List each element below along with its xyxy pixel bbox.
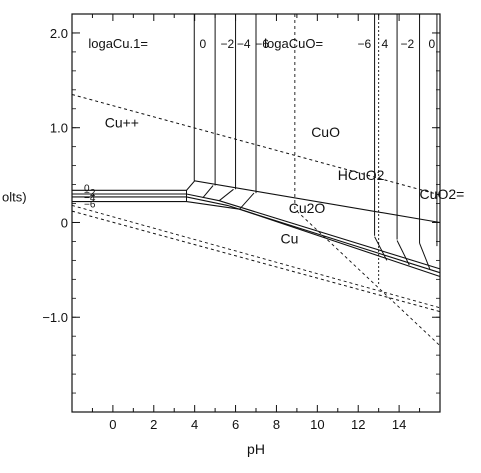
region-label-1: CuO — [311, 124, 340, 140]
header-left-label: logaCu.1= — [88, 36, 148, 51]
x-axis-label: pH — [247, 441, 265, 457]
x-tick-label-1: 2 — [150, 417, 157, 432]
x-tick-label-3: 6 — [232, 417, 239, 432]
wedge-segment-5 — [396, 240, 410, 266]
field-boundary-0 — [72, 180, 441, 224]
y-tick-label-2: 0 — [61, 215, 68, 230]
field-boundary-2 — [72, 196, 441, 274]
activity-label-5: 4 — [381, 37, 388, 51]
left-activity-label-1: −2 — [84, 188, 96, 199]
x-tick-label-2: 4 — [191, 417, 198, 432]
x-tick-label-4: 8 — [273, 417, 280, 432]
axis-ticks: 0 2 4 6 8 10 12 14 2.0 1.0 0 −1.0 — [42, 14, 440, 432]
water-line-1 — [71, 210, 441, 313]
activity-label-2: −4 — [237, 37, 251, 51]
activity-label-7: 0 — [428, 37, 435, 51]
left-activity-label-2: −4 — [84, 193, 96, 204]
region-label-3: Cu2O — [289, 200, 326, 216]
field-boundary-3 — [72, 201, 441, 278]
dissolution-lines — [193, 14, 438, 247]
region-label-0: Cu++ — [105, 115, 139, 131]
field-boundaries — [72, 180, 441, 278]
x-tick-label-6: 12 — [351, 417, 365, 432]
activity-label-6: −2 — [400, 37, 414, 51]
extra-dashed-0 — [296, 210, 441, 347]
wedge-segment-3 — [239, 192, 255, 210]
left-activity-label-0: 0 — [84, 183, 90, 194]
activity-label-3: −6 — [255, 37, 269, 51]
header-right-label: logaCuO= — [264, 36, 323, 51]
y-tick-label-3: −1.0 — [42, 310, 68, 325]
y-tick-label-1: 1.0 — [50, 121, 68, 136]
dashed-lines — [71, 14, 441, 347]
y-tick-label-0: 2.0 — [50, 26, 68, 41]
wedge-segment-2 — [218, 188, 234, 202]
wedge-segment-6 — [419, 243, 431, 270]
activity-label-0: 0 — [200, 37, 207, 51]
region-label-2: HCuO2 — [338, 167, 385, 183]
x-tick-label-0: 0 — [109, 417, 116, 432]
region-label-4: Cu — [281, 230, 299, 246]
region-label-5: CuO2= — [420, 186, 465, 202]
wedge-segment-1 — [202, 185, 214, 199]
activity-label-1: −2 — [221, 37, 235, 51]
activity-label-4: −6 — [358, 37, 372, 51]
y-axis-label: olts) — [2, 190, 27, 205]
extra-dashed-1 — [71, 204, 441, 309]
wedge-segment-4 — [374, 236, 388, 261]
left-activity-label-3: −6 — [84, 199, 96, 210]
x-tick-label-5: 10 — [310, 417, 324, 432]
x-tick-label-7: 14 — [392, 417, 406, 432]
